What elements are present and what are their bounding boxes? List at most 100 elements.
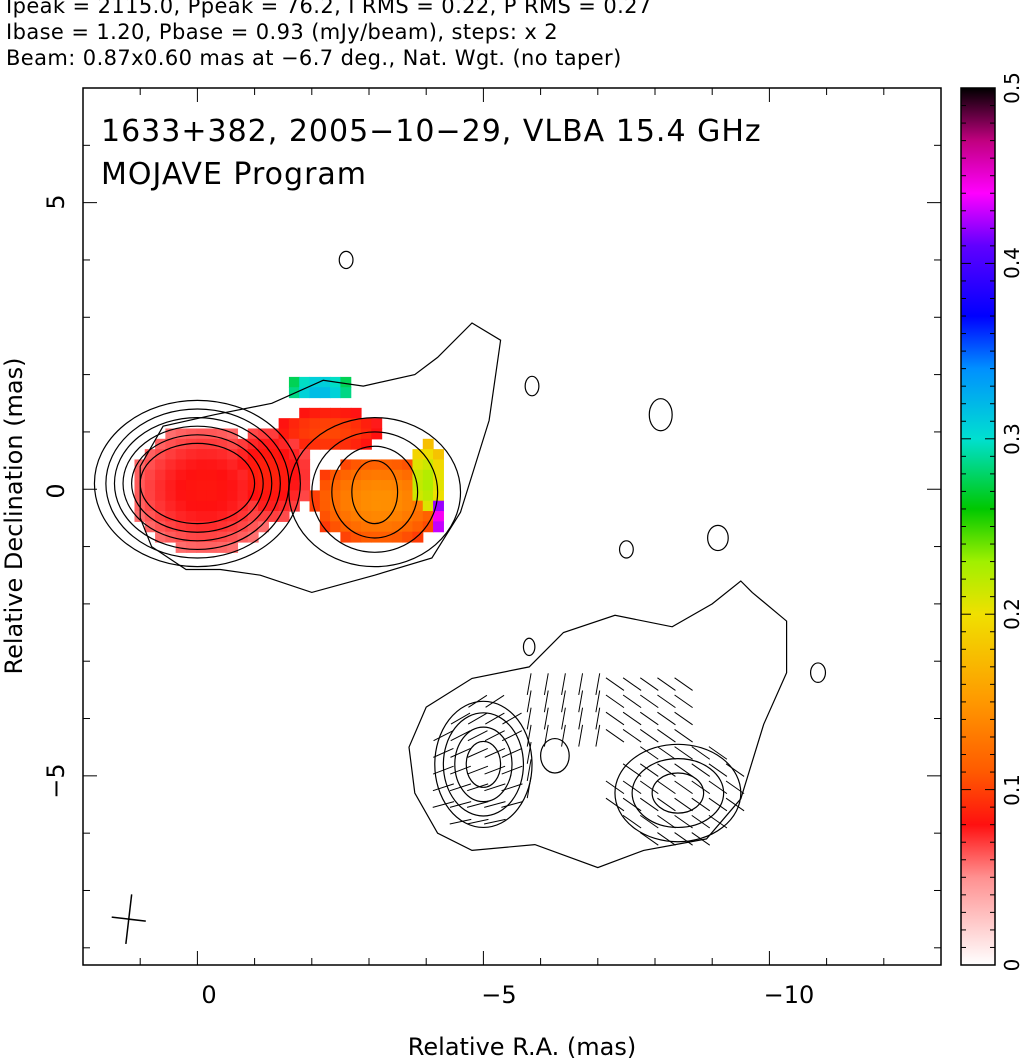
evpa-tick <box>691 746 711 760</box>
pol-pixel <box>412 469 424 481</box>
contour-line <box>93 399 301 568</box>
pol-pixel <box>216 490 228 502</box>
evpa-tick <box>639 694 659 709</box>
pol-pixel <box>340 531 352 543</box>
pol-pixel <box>319 376 331 388</box>
pol-pixel <box>371 511 383 522</box>
contour-line <box>522 637 536 657</box>
pol-pixel <box>144 469 156 481</box>
evpa-tick <box>432 765 454 775</box>
pol-pixel <box>330 418 341 430</box>
pol-pixel <box>278 511 290 522</box>
pol-pixel <box>216 500 228 512</box>
evpa-tick <box>450 730 471 742</box>
pol-pixel <box>175 449 187 461</box>
evpa-tick <box>484 801 506 808</box>
pol-pixel <box>319 418 331 430</box>
evpa-tick <box>468 694 488 708</box>
colorbar-label-0: 0 <box>1000 959 1022 972</box>
fractional-polarization-image <box>134 376 444 553</box>
pol-pixel <box>350 500 362 512</box>
pol-pixel <box>433 449 444 461</box>
pol-pixel <box>433 459 444 471</box>
pol-pixel <box>144 490 156 502</box>
pol-pixel <box>402 521 414 533</box>
evpa-tick <box>691 763 711 777</box>
pol-pixel <box>237 459 249 471</box>
pol-pixel <box>227 500 239 512</box>
pol-pixel <box>268 511 280 522</box>
pol-pixel <box>412 511 424 522</box>
evpa-tick <box>622 814 642 829</box>
pol-pixel <box>422 449 434 461</box>
evpa-tick <box>657 832 676 846</box>
pol-pixel <box>360 459 372 471</box>
pol-pixel <box>155 459 166 471</box>
contour-line <box>331 445 419 539</box>
pol-pixel <box>165 521 177 533</box>
evpa-tick <box>639 746 659 760</box>
evpa-tick <box>484 783 506 792</box>
pol-pixel <box>371 469 383 481</box>
pol-pixel <box>227 521 239 533</box>
pol-pixel <box>237 521 249 533</box>
pol-pixel <box>165 438 177 450</box>
colorbar <box>960 87 996 966</box>
pol-pixel <box>196 511 208 522</box>
pol-pixel <box>412 459 424 471</box>
pol-pixel <box>175 521 187 533</box>
evpa-tick <box>526 776 532 799</box>
pol-pixel <box>299 469 311 481</box>
pol-pixel <box>165 490 177 502</box>
contour-line <box>614 743 742 843</box>
evpa-tick <box>674 677 693 691</box>
pol-pixel <box>340 438 352 450</box>
pol-pixel <box>175 531 187 543</box>
evpa-tick <box>622 694 642 709</box>
pol-pixel <box>216 469 228 481</box>
pol-pixel <box>216 480 228 491</box>
evpa-tick <box>639 832 659 846</box>
pol-pixel <box>206 511 218 522</box>
pol-pixel <box>360 511 372 522</box>
pol-pixel <box>206 531 218 543</box>
pol-pixel <box>299 449 311 461</box>
evpa-tick <box>467 712 488 725</box>
evpa-ticks <box>432 673 745 846</box>
evpa-tick <box>657 763 676 777</box>
pol-pixel <box>381 480 393 491</box>
evpa-tick <box>561 690 566 713</box>
pol-pixel <box>175 438 187 450</box>
evpa-tick <box>622 677 642 691</box>
pol-pixel <box>371 531 383 543</box>
colorbar-ticks <box>961 105 995 948</box>
pol-pixel <box>350 480 362 491</box>
pol-pixel <box>381 500 393 512</box>
evpa-tick <box>595 690 601 713</box>
pol-pixel <box>433 511 444 522</box>
pol-pixel <box>196 541 208 553</box>
pol-pixel <box>196 428 208 440</box>
pol-pixel <box>258 428 269 440</box>
pol-pixel <box>350 531 362 543</box>
evpa-tick <box>657 814 676 829</box>
pol-pixel <box>340 511 352 522</box>
pol-pixel <box>206 500 218 512</box>
x-tick-label-minus10: −10 <box>764 981 815 1009</box>
evpa-tick <box>725 780 745 795</box>
pol-pixel <box>144 480 156 491</box>
evpa-tick <box>622 729 642 743</box>
evpa-tick <box>691 832 711 846</box>
evpa-tick <box>674 711 693 726</box>
pol-pixel <box>206 521 218 533</box>
pol-pixel <box>185 541 197 553</box>
evpa-tick <box>691 814 711 829</box>
evpa-tick <box>449 801 472 808</box>
pol-pixel <box>268 428 280 440</box>
pol-pixel <box>247 521 259 533</box>
evpa-tick <box>639 711 659 726</box>
pol-pixel <box>288 438 300 450</box>
pol-pixel <box>144 521 156 533</box>
pol-pixel <box>206 428 218 440</box>
